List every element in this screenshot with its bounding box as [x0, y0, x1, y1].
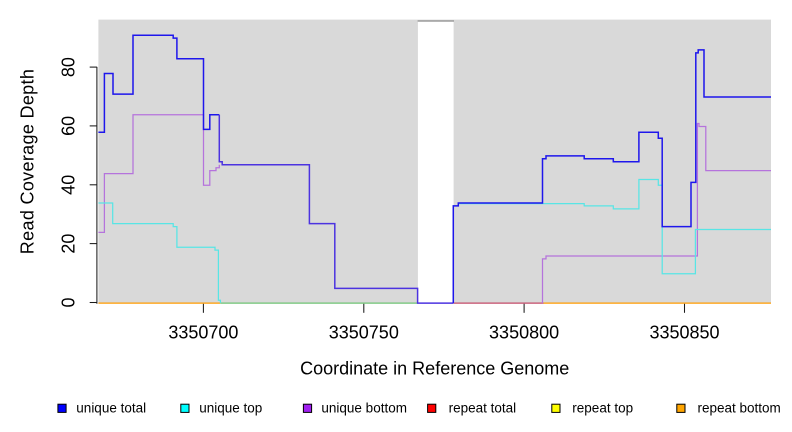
svg-text:Read Coverage Depth: Read Coverage Depth	[18, 69, 38, 254]
svg-text:3350800: 3350800	[489, 323, 559, 343]
svg-text:3350750: 3350750	[329, 323, 399, 343]
svg-text:unique total: unique total	[76, 401, 146, 416]
svg-text:80: 80	[59, 57, 79, 77]
svg-text:3350700: 3350700	[168, 323, 238, 343]
svg-text:20: 20	[59, 234, 79, 254]
svg-text:40: 40	[59, 175, 79, 195]
svg-text:unique top: unique top	[199, 401, 262, 416]
svg-text:unique bottom: unique bottom	[321, 401, 407, 416]
svg-text:3350850: 3350850	[649, 323, 719, 343]
svg-text:repeat total: repeat total	[449, 401, 517, 416]
svg-text:60: 60	[59, 116, 79, 136]
svg-text:Coordinate in Reference Genome: Coordinate in Reference Genome	[300, 359, 569, 379]
svg-text:repeat top: repeat top	[572, 401, 633, 416]
svg-text:repeat bottom: repeat bottom	[698, 401, 781, 416]
svg-text:0: 0	[59, 297, 79, 307]
